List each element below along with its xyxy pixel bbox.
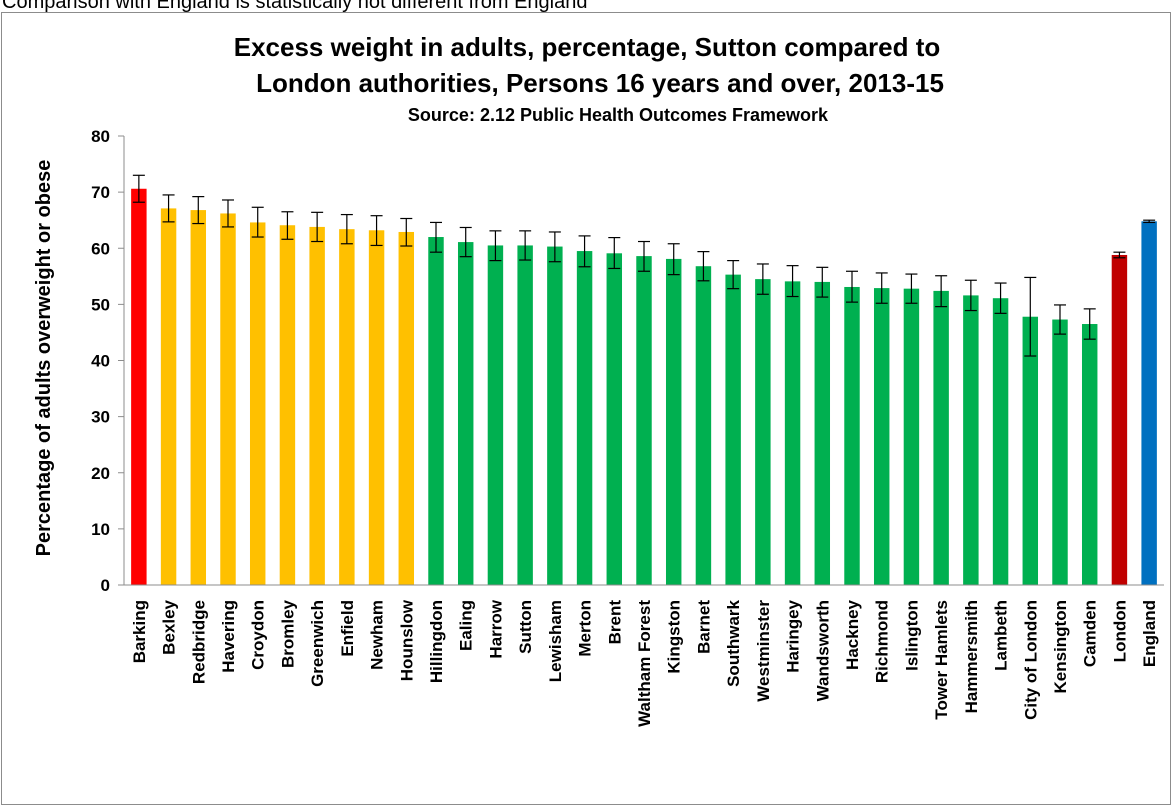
y-tick-label: 50 <box>91 295 110 314</box>
bar <box>873 288 890 585</box>
bar <box>784 281 801 585</box>
x-tick-label: Newham <box>368 600 387 670</box>
bar <box>576 251 593 585</box>
x-tick-label: Tower Hamlets <box>932 600 951 720</box>
bar <box>249 222 266 585</box>
x-tick-label: Merton <box>576 600 595 657</box>
x-tick-label: Southwark <box>724 599 743 686</box>
chart-frame <box>1 12 1171 805</box>
x-tick-label: Kingston <box>665 600 684 674</box>
bar <box>190 210 207 585</box>
bar <box>428 237 444 585</box>
chart-title-line1: Excess weight in adults, percentage, Sut… <box>234 32 940 62</box>
bar <box>1081 324 1098 585</box>
x-tick-label: Hackney <box>843 599 862 669</box>
bar <box>814 281 831 585</box>
bar <box>844 286 860 585</box>
bar <box>725 274 741 585</box>
x-tick-label: Wandsworth <box>813 600 832 701</box>
bar <box>665 258 682 585</box>
x-tick-label: England <box>1140 600 1159 667</box>
bar <box>131 188 147 585</box>
x-tick-label: Hammersmith <box>962 600 981 713</box>
y-tick-label: 80 <box>91 127 110 146</box>
bar <box>1141 221 1157 585</box>
top-caption: Comparison with England is statistically… <box>2 0 588 13</box>
bar <box>398 231 415 585</box>
bar <box>339 229 355 586</box>
x-tick-label: Havering <box>219 600 238 673</box>
chart-title-line2: London authorities, Persons 16 years and… <box>256 68 944 98</box>
x-tick-label: Hillingdon <box>427 600 446 683</box>
x-tick-label: London <box>1110 600 1129 662</box>
y-tick-label: 10 <box>91 520 110 539</box>
plot-area: 0 10 20 30 40 50 60 70 80 Barking Bexley Redbridge H… <box>91 127 1164 727</box>
bar <box>547 246 563 585</box>
x-tick-label: Barnet <box>694 600 713 654</box>
x-tick-label: Lambeth <box>992 600 1011 671</box>
x-tick-label: Brent <box>605 600 624 645</box>
x-tick-label: Ealing <box>457 600 476 651</box>
y-tick-label: 70 <box>91 183 110 202</box>
bar <box>1111 254 1128 586</box>
x-tick-label: Sutton <box>516 600 535 654</box>
bar <box>755 279 771 585</box>
bar <box>992 298 1009 585</box>
bar <box>903 288 920 585</box>
bar <box>606 253 623 585</box>
bar <box>279 225 296 585</box>
y-axis-label: Percentage of adults overweight or obese <box>33 160 55 557</box>
x-tick-label: Harrow <box>486 599 505 658</box>
bar <box>517 245 533 585</box>
chart-subtitle: Source: 2.12 Public Health Outcomes Fram… <box>408 105 829 125</box>
bar <box>309 226 325 586</box>
x-tick-label: Bromley <box>278 599 297 668</box>
bar <box>457 242 474 586</box>
x-tick-label: Camden <box>1081 600 1100 667</box>
y-tick-label: 40 <box>91 352 110 371</box>
x-tick-label: Haringey <box>784 599 803 672</box>
x-tick-label: Bexley <box>160 599 179 654</box>
x-tick-label: Enfield <box>338 600 357 657</box>
x-tick-label: Redbridge <box>189 600 208 684</box>
bar <box>695 266 712 585</box>
bar <box>933 290 949 585</box>
y-tick-label: 20 <box>91 464 110 483</box>
y-tick-label: 60 <box>91 239 110 258</box>
y-tick-label: 0 <box>101 576 110 595</box>
x-tick-label: Croydon <box>249 600 268 670</box>
x-tick-label: Hounslow <box>397 599 416 681</box>
x-tick-label: Westminster <box>754 600 773 702</box>
bar <box>636 256 652 585</box>
bar <box>963 295 979 585</box>
x-tick-label: Islington <box>902 600 921 671</box>
bar <box>1052 319 1068 585</box>
x-tick-label: Waltham Forest <box>635 600 654 727</box>
x-tick-label: Kensington <box>1051 600 1070 694</box>
y-tick-label: 30 <box>91 408 110 427</box>
x-tick-label: Richmond <box>873 600 892 683</box>
x-tick-label: Barking <box>130 600 149 663</box>
bar <box>160 208 177 585</box>
bar <box>368 230 385 586</box>
x-tick-label: Lewisham <box>546 600 565 682</box>
bar <box>487 245 504 585</box>
bar <box>1022 316 1039 585</box>
x-tick-label: City of London <box>1021 600 1040 720</box>
bar <box>220 213 236 585</box>
x-tick-label: Greenwich <box>308 600 327 687</box>
